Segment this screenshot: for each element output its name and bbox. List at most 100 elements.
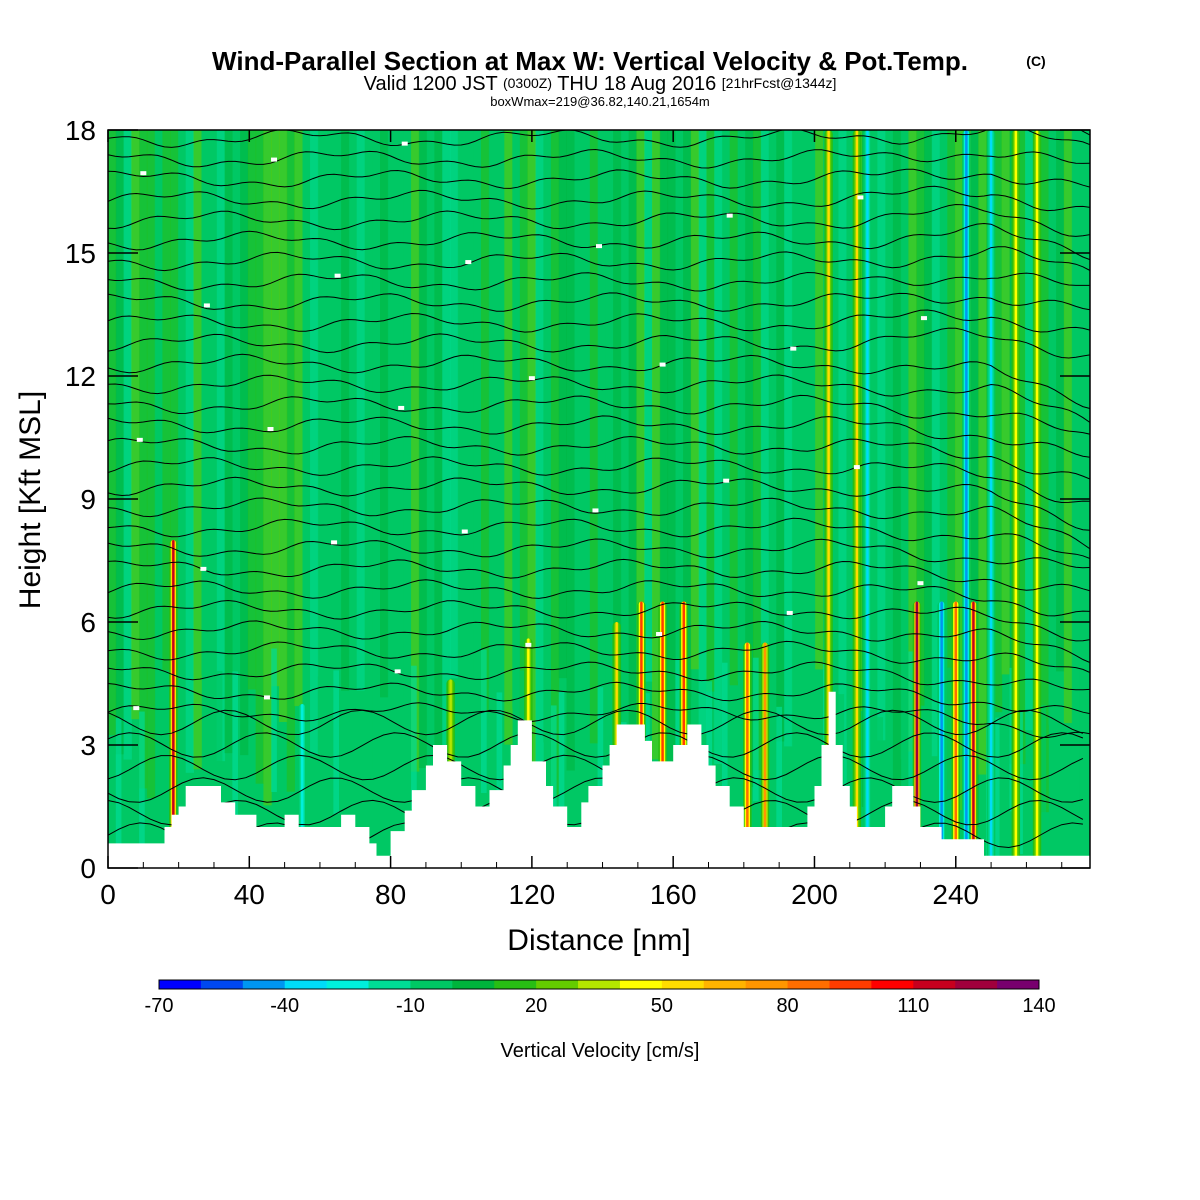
colorbar-swatch [242, 980, 286, 989]
x-tick-label: 200 [791, 879, 838, 910]
isentrope-line [108, 353, 1090, 409]
isentrope-line [108, 415, 1090, 458]
downdraft-column [965, 130, 968, 868]
isentrope-line [108, 292, 1090, 312]
contour-label-flag [917, 581, 924, 586]
colorbar-tick-label: 110 [897, 995, 929, 1017]
y-tick-label: 18 [65, 115, 96, 146]
low-level-patch [776, 706, 782, 851]
low-level-patch [115, 718, 122, 862]
velocity-field [108, 130, 1090, 868]
contour-labels [133, 141, 927, 711]
updraft-column [763, 642, 767, 868]
field-stripe [418, 130, 428, 769]
low-contour-line [108, 777, 1084, 803]
low-level-patch [721, 662, 728, 807]
colorbar-tick-label: 20 [525, 995, 547, 1017]
field-stripe [442, 130, 451, 755]
field-stripe [372, 130, 381, 769]
field-stripe [310, 130, 319, 755]
colorbar-ticks: -70 -40 -10 20 50 80 110 140 [145, 995, 1056, 1017]
field-stripe [690, 130, 700, 670]
field-stripe [232, 130, 241, 760]
contour-label-flag [203, 303, 210, 308]
contour-label-flag [136, 437, 143, 442]
y-tick-label: 9 [80, 484, 96, 515]
x-tick-label: 40 [234, 879, 265, 910]
field-stripe [512, 130, 521, 709]
field-stripe [667, 130, 676, 770]
isentrope-line [108, 661, 1090, 691]
field-stripe [978, 130, 987, 775]
low-level-patch [232, 671, 238, 815]
contour-label-flag [786, 610, 793, 615]
field-stripe [1048, 130, 1057, 725]
field-stripe [216, 130, 226, 762]
field-stripe [651, 130, 661, 760]
colorbar-swatch [284, 980, 328, 989]
field-stripe [488, 130, 498, 723]
low-level-patch [488, 688, 495, 832]
colorbar-swatch [913, 980, 956, 989]
field-stripe [426, 130, 435, 814]
field-stripe [154, 130, 163, 668]
field-stripe [263, 130, 272, 806]
field-stripe [753, 130, 762, 771]
low-level-patch [947, 667, 953, 812]
x-tick-label: 120 [509, 879, 556, 910]
isentrope-line [108, 558, 1090, 592]
isentrope-line [108, 579, 1090, 617]
isentrope-line [108, 374, 1090, 423]
field-stripe [900, 130, 909, 760]
colorbar-swatch [494, 980, 537, 989]
low-level-patch [387, 717, 394, 861]
field-stripe [737, 130, 746, 682]
field-stripe [558, 130, 568, 679]
low-level-patch [216, 670, 223, 815]
field-stripe [838, 130, 847, 817]
field-stripe [908, 130, 917, 752]
field-stripe [403, 130, 412, 703]
field-stripe [473, 130, 482, 682]
low-level-patch [706, 681, 713, 825]
low-level-patch [993, 717, 1000, 862]
isentrope-line [108, 435, 1090, 480]
field-stripe [846, 130, 855, 730]
field-stripe [146, 130, 156, 799]
x-tick-label: 240 [932, 879, 979, 910]
low-contour-line [108, 754, 1084, 781]
field-stripe [597, 130, 606, 818]
contour-label-flag [726, 213, 733, 218]
colorbar-swatch [368, 980, 411, 989]
colorbar-swatch [997, 980, 1040, 989]
field-stripe [760, 130, 770, 819]
low-level-patch [481, 649, 487, 793]
field-stripe [387, 130, 397, 827]
field-stripe [465, 130, 474, 716]
field-stripe [947, 130, 956, 791]
y-axis-label: Height [Kft MSL] [14, 391, 47, 609]
field-stripe [519, 130, 529, 751]
field-stripe [791, 130, 801, 748]
field-stripe [302, 130, 311, 826]
field-stripe [550, 130, 560, 797]
valid-time: Valid 1200 JST (0300Z) THU 18 Aug 2016 [… [364, 71, 837, 95]
field-stripe [768, 130, 777, 748]
colorbar-swatch [536, 980, 579, 989]
field-stripe [317, 130, 327, 753]
field-stripe [830, 130, 839, 824]
field-stripe [294, 130, 303, 707]
low-level-patch [278, 722, 285, 867]
field-stripe [325, 130, 334, 697]
field-stripe [457, 130, 466, 719]
isentrope-line [108, 130, 1090, 148]
isentrope-line [108, 456, 1090, 504]
updraft-column [827, 130, 830, 868]
colorbar-swatch [955, 980, 998, 989]
colorbar-tick-label: -40 [270, 995, 299, 1017]
downdraft-column [866, 130, 869, 868]
colorbar-tick-label: -10 [396, 995, 425, 1017]
isentrope-line [108, 497, 1090, 550]
field-stripe [185, 130, 194, 773]
field-stripe [1017, 130, 1026, 765]
